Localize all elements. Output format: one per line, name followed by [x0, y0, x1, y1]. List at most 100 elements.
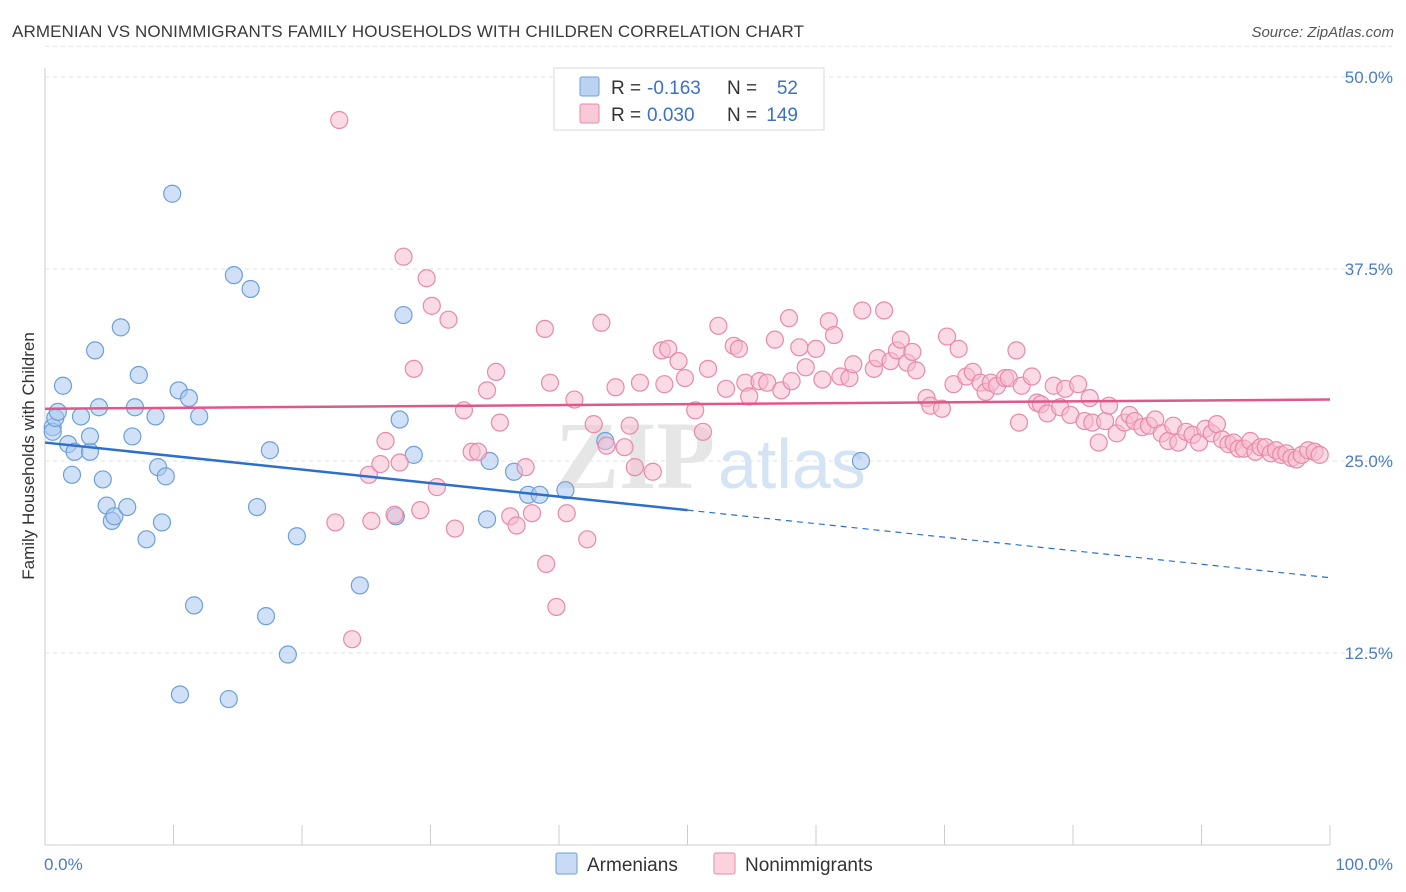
armenian-point [184, 596, 204, 615]
legend-n-value-nonimmigrants: 149 [766, 105, 798, 126]
nonimmigrant-point [669, 352, 688, 371]
nonimmigrant-point [758, 373, 777, 392]
armenian-point [394, 305, 413, 325]
armenians-trend-line [44, 441, 688, 512]
nonimmigrant-point [903, 342, 922, 362]
armenian-point [48, 402, 67, 421]
nonimmigrant-point [371, 454, 390, 474]
series-legend-swatch-nonimmigrants [713, 852, 736, 875]
nonimmigrant-point [477, 381, 497, 400]
axes [44, 68, 1331, 846]
armenian-point [851, 451, 871, 471]
nonimmigrant-point [427, 478, 447, 497]
nonimmigrant-point [376, 431, 395, 451]
legend-swatch-nonimmigrants [579, 103, 600, 124]
nonimmigrant-point [445, 519, 465, 538]
armenian-point [278, 645, 297, 664]
nonimmigrant-point [1022, 367, 1041, 386]
nonimmigrant-point [547, 597, 566, 617]
series-legend-label-armenians: Armenians [587, 855, 678, 876]
nonimmigrant-point [1099, 396, 1119, 415]
armenian-point [93, 470, 112, 489]
armenian-point [152, 513, 172, 532]
armenian-point [556, 481, 575, 500]
nonimmigrant-point [417, 269, 436, 288]
legend-r-label-armenians: R = [611, 78, 641, 99]
armenian-point [146, 407, 165, 426]
nonimmigrant-point [486, 362, 506, 382]
nonimmigrant-point [1069, 375, 1088, 394]
y-axis-label: Family Households with Children [19, 332, 38, 580]
nonimmigrants-points [326, 110, 1329, 649]
nonimmigrant-point [1080, 388, 1099, 408]
nonimmigrant-point [675, 368, 695, 388]
nonimmigrant-point [394, 247, 413, 266]
nonimmigrant-point [630, 373, 650, 392]
nonimmigrant-point [806, 339, 826, 358]
nonimmigrant-point [411, 501, 430, 520]
nonimmigrant-point [824, 325, 844, 345]
armenian-point [390, 410, 409, 429]
nonimmigrant-point [709, 316, 728, 335]
x-tick-label: 0.0% [44, 855, 83, 874]
nonimmigrant-point [1007, 341, 1026, 360]
armenian-point [86, 341, 105, 360]
armenian-point [219, 689, 238, 709]
nonimmigrant-point [937, 327, 957, 346]
nonimmigrant-point [584, 415, 603, 434]
legend-r-label-nonimmigrants: R = [611, 105, 641, 126]
armenian-point [163, 184, 182, 203]
x-tick-label: 100.0% [1335, 855, 1393, 874]
legend-r-value-armenians: -0.163 [647, 78, 701, 99]
nonimmigrant-point [729, 339, 749, 358]
armenian-point [179, 388, 199, 408]
armenian-point [190, 407, 209, 426]
legend-n-value-armenians: 52 [777, 78, 798, 99]
nonimmigrant-point [1089, 433, 1108, 452]
y-tick-labels: 12.5% 25.0% 37.5% 50.0% [1345, 68, 1393, 663]
nonimmigrant-point [362, 511, 381, 531]
nonimmigrant-point [439, 310, 458, 329]
y-tick-label: 25.0% [1345, 452, 1393, 471]
nonimmigrant-point [537, 554, 556, 574]
y-tick-label: 12.5% [1345, 644, 1393, 663]
armenian-point [111, 318, 130, 337]
nonimmigrant-point [875, 301, 894, 320]
armenian-point [71, 407, 91, 426]
nonimmigrant-point [330, 110, 349, 130]
nonimmigrant-point [535, 319, 554, 339]
nonimmigrant-point [740, 387, 759, 406]
armenian-point [156, 467, 175, 486]
nonimmigrant-point [716, 379, 736, 398]
nonimmigrant-point [655, 375, 674, 394]
nonimmigrant-point [1207, 415, 1227, 434]
nonimmigrant-point [643, 462, 662, 481]
nonimmigrant-point [659, 339, 678, 358]
x-tick-labels: 0.0% 100.0% [44, 855, 1393, 874]
nonimmigrant-point [779, 309, 799, 328]
watermark-atlas: atlas [718, 425, 866, 503]
nonimmigrant-point [468, 442, 488, 461]
nonimmigrant-point [790, 338, 809, 357]
watermark: ZIP atlas [555, 402, 866, 509]
nonimmigrant-point [385, 505, 404, 524]
nonimmigrant-point [578, 530, 597, 549]
nonimmigrant-point [1310, 445, 1329, 464]
nonimmigrant-point [853, 301, 872, 320]
series-legend: Armenians Nonimmigrants [555, 852, 873, 876]
legend-n-label-nonimmigrants: N = [727, 105, 757, 126]
armenian-point [241, 279, 260, 299]
armenian-point [129, 365, 148, 385]
armenians-trend-extension [687, 509, 1331, 579]
nonimmigrant-point [932, 399, 952, 418]
nonimmigrant-point [343, 630, 362, 649]
armenian-point [62, 465, 82, 484]
nonimmigrant-point [592, 313, 611, 332]
nonimmigrant-point [686, 401, 705, 420]
series-legend-label-nonimmigrants: Nonimmigrants [745, 855, 873, 876]
nonimmigrants-trend-line [44, 398, 1331, 411]
nonimmigrant-point [1009, 413, 1029, 432]
nonimmigrant-point [606, 378, 625, 397]
nonimmigrant-point [615, 438, 634, 457]
